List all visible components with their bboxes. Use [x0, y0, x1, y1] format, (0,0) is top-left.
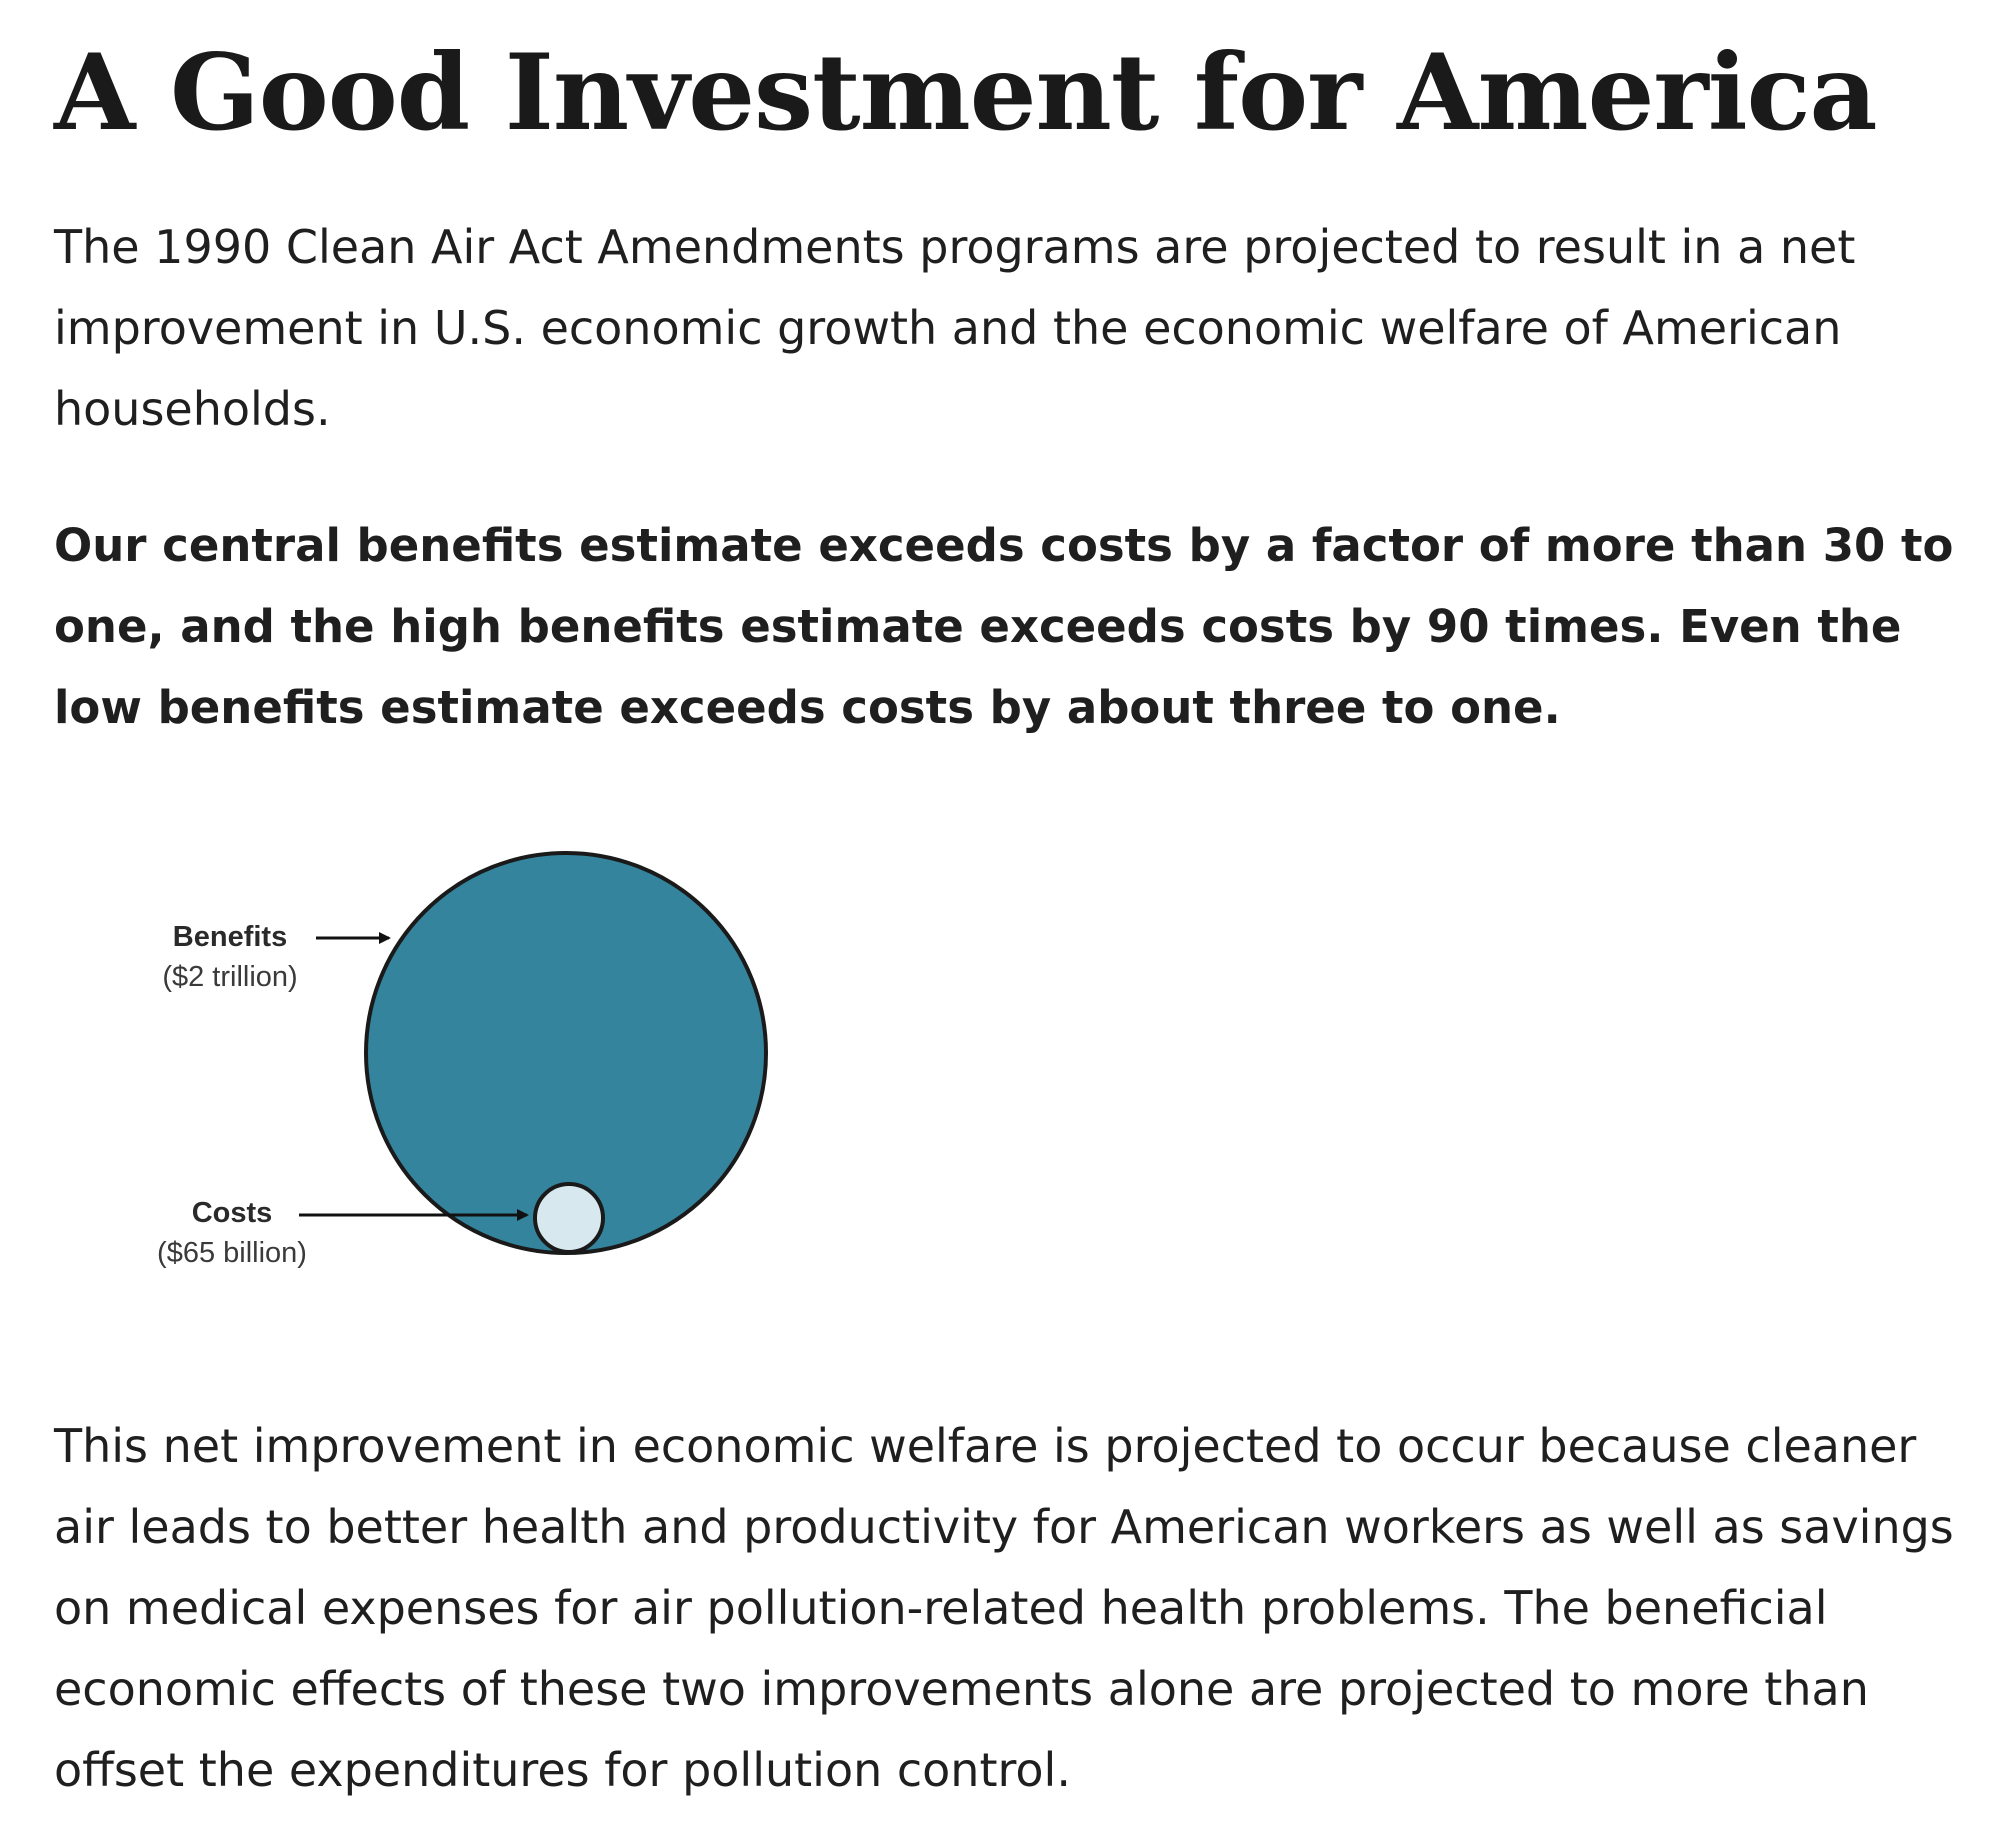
benefits-costs-diagram: Benefits ($2 trillion) Costs ($65 billio…	[157, 851, 768, 1269]
page-title: A Good Investment for America	[54, 30, 1878, 154]
costs-circle	[533, 1182, 605, 1254]
benefits-value: ($2 trillion)	[162, 961, 297, 993]
costs-label: Costs	[192, 1197, 273, 1229]
costs-value: ($65 billion)	[157, 1237, 307, 1269]
intro-paragraph: The 1990 Clean Air Act Amendments progra…	[54, 220, 1856, 436]
highlight-paragraph: Our central benefits estimate exceeds co…	[54, 519, 1954, 734]
closing-paragraph: This net improvement in economic welfare…	[54, 1419, 1954, 1797]
benefits-label: Benefits	[173, 921, 287, 953]
benefits-costs-figure: Benefits ($2 trillion) Costs ($65 billio…	[134, 838, 794, 1298]
